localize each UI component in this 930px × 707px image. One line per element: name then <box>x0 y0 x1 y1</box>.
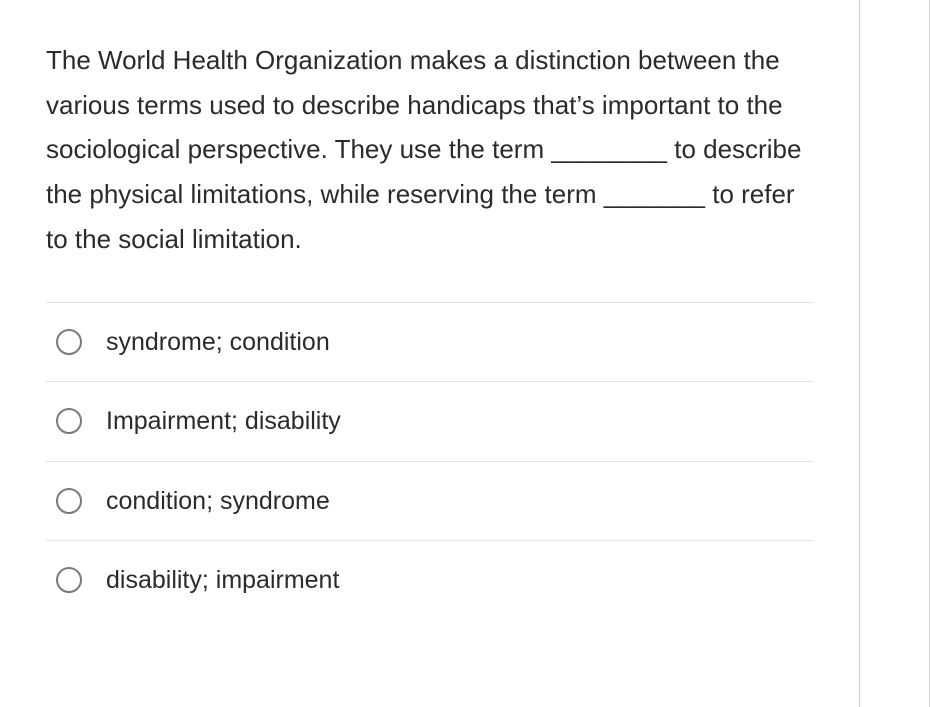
question-text: The World Health Organization makes a di… <box>46 38 813 262</box>
options-list: syndrome; condition Impairment; disabili… <box>46 302 813 623</box>
radio-icon[interactable] <box>56 567 82 593</box>
radio-icon[interactable] <box>56 488 82 514</box>
option-label: disability; impairment <box>106 564 339 597</box>
option-label: syndrome; condition <box>106 326 330 359</box>
question-card: The World Health Organization makes a di… <box>0 0 860 707</box>
radio-icon[interactable] <box>56 329 82 355</box>
option-label: condition; syndrome <box>106 485 330 518</box>
option-label: Impairment; disability <box>106 405 341 438</box>
page-outer: The World Health Organization makes a di… <box>0 0 930 707</box>
option-row[interactable]: syndrome; condition <box>46 303 813 383</box>
option-row[interactable]: condition; syndrome <box>46 462 813 542</box>
option-row[interactable]: disability; impairment <box>46 541 813 623</box>
radio-icon[interactable] <box>56 408 82 434</box>
option-row[interactable]: Impairment; disability <box>46 382 813 462</box>
